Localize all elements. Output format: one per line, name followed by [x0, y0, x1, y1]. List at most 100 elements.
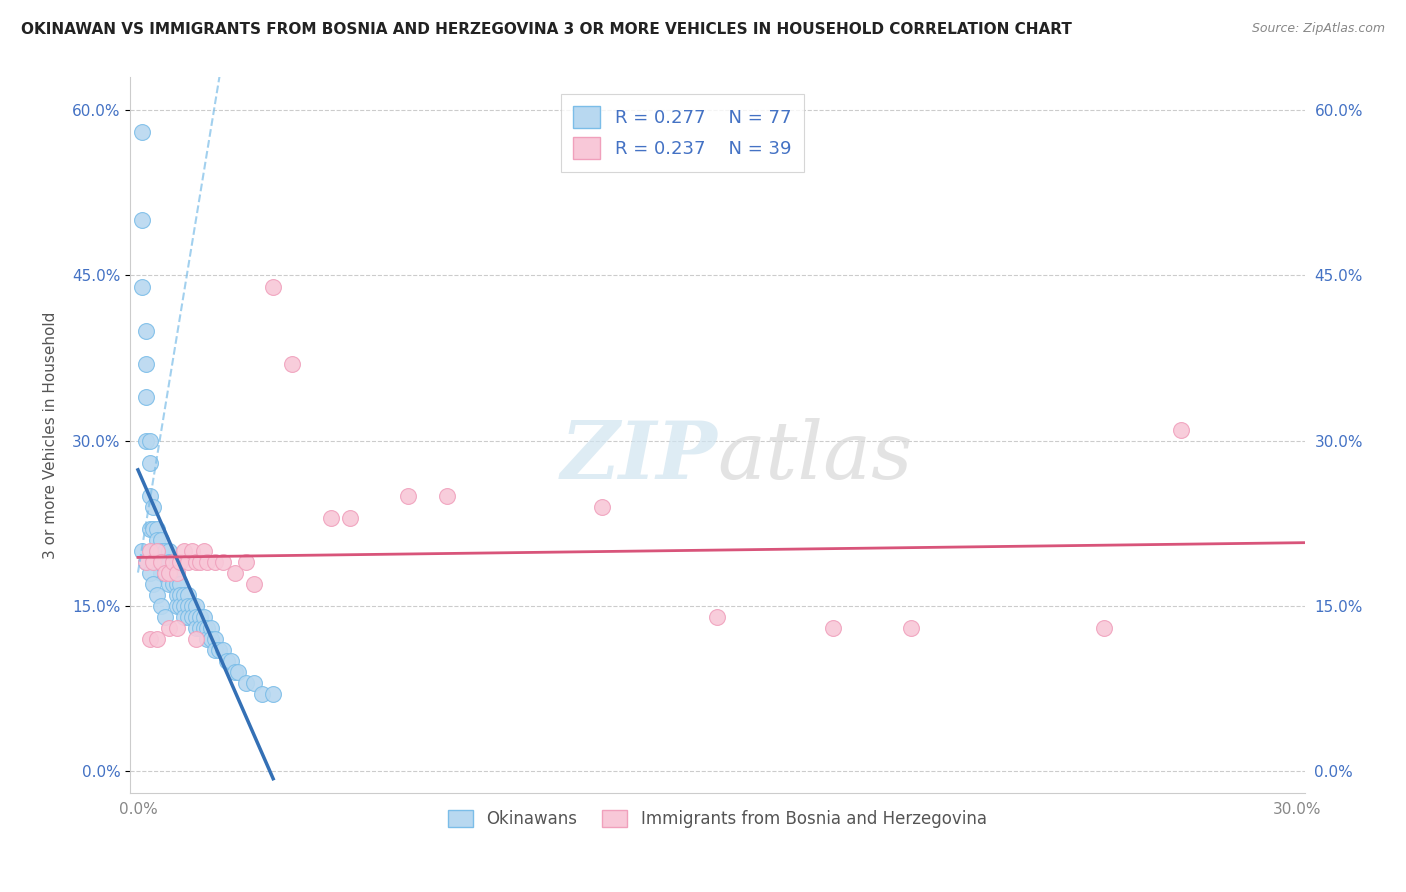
Point — [200, 632, 222, 646]
Point — [197, 555, 219, 569]
Point — [138, 543, 160, 558]
Point — [591, 500, 613, 514]
Point — [153, 566, 176, 580]
Point — [436, 489, 458, 503]
Point — [208, 642, 231, 657]
Point — [146, 543, 169, 558]
Point — [157, 566, 180, 580]
Point — [235, 555, 257, 569]
Point — [212, 642, 235, 657]
Point — [184, 599, 207, 613]
Point — [146, 588, 169, 602]
Point — [166, 621, 188, 635]
Point — [146, 522, 169, 536]
Point — [243, 576, 266, 591]
Point — [173, 543, 195, 558]
Point — [157, 555, 180, 569]
Point — [396, 489, 419, 503]
Point — [146, 555, 169, 569]
Point — [166, 566, 188, 580]
Point — [193, 609, 215, 624]
Point — [262, 279, 284, 293]
Point — [150, 555, 173, 569]
Point — [157, 576, 180, 591]
Point — [281, 357, 304, 371]
Point — [150, 599, 173, 613]
Point — [131, 279, 153, 293]
Point — [138, 522, 160, 536]
Point — [162, 566, 184, 580]
Point — [150, 543, 173, 558]
Point — [142, 576, 165, 591]
Point — [228, 665, 250, 679]
Point — [184, 609, 207, 624]
Point — [150, 555, 173, 569]
Point — [131, 213, 153, 227]
Point — [197, 632, 219, 646]
Point — [224, 566, 246, 580]
Point — [193, 543, 215, 558]
Point — [188, 555, 211, 569]
Point — [188, 621, 211, 635]
Point — [235, 675, 257, 690]
Text: Source: ZipAtlas.com: Source: ZipAtlas.com — [1251, 22, 1385, 36]
Point — [339, 510, 361, 524]
Point — [135, 555, 157, 569]
Point — [142, 555, 165, 569]
Point — [138, 456, 160, 470]
Point — [146, 533, 169, 547]
Point — [262, 687, 284, 701]
Point — [184, 632, 207, 646]
Point — [169, 555, 191, 569]
Point — [250, 687, 273, 701]
Point — [173, 609, 195, 624]
Point — [900, 621, 922, 635]
Point — [157, 621, 180, 635]
Point — [181, 599, 204, 613]
Point — [1170, 423, 1192, 437]
Point — [1092, 621, 1115, 635]
Point — [142, 522, 165, 536]
Point — [181, 543, 204, 558]
Point — [166, 599, 188, 613]
Point — [177, 555, 200, 569]
Point — [142, 500, 165, 514]
Point — [157, 543, 180, 558]
Point — [153, 555, 176, 569]
Point — [181, 609, 204, 624]
Point — [215, 654, 238, 668]
Point — [224, 665, 246, 679]
Point — [706, 609, 728, 624]
Point — [219, 654, 242, 668]
Point — [169, 588, 191, 602]
Point — [321, 510, 343, 524]
Point — [162, 555, 184, 569]
Point — [131, 125, 153, 139]
Point — [204, 555, 226, 569]
Point — [243, 675, 266, 690]
Point — [157, 566, 180, 580]
Point — [138, 434, 160, 448]
Point — [169, 576, 191, 591]
Point — [166, 576, 188, 591]
Point — [823, 621, 845, 635]
Point — [131, 543, 153, 558]
Point — [146, 543, 169, 558]
Point — [142, 543, 165, 558]
Point — [150, 533, 173, 547]
Point — [173, 588, 195, 602]
Point — [193, 621, 215, 635]
Point — [173, 599, 195, 613]
Point — [166, 588, 188, 602]
Point — [177, 609, 200, 624]
Point — [188, 609, 211, 624]
Legend: Okinawans, Immigrants from Bosnia and Herzegovina: Okinawans, Immigrants from Bosnia and He… — [441, 803, 994, 834]
Point — [150, 566, 173, 580]
Point — [135, 555, 157, 569]
Point — [146, 632, 169, 646]
Point — [177, 599, 200, 613]
Point — [138, 566, 160, 580]
Point — [138, 632, 160, 646]
Point — [153, 566, 176, 580]
Point — [212, 555, 235, 569]
